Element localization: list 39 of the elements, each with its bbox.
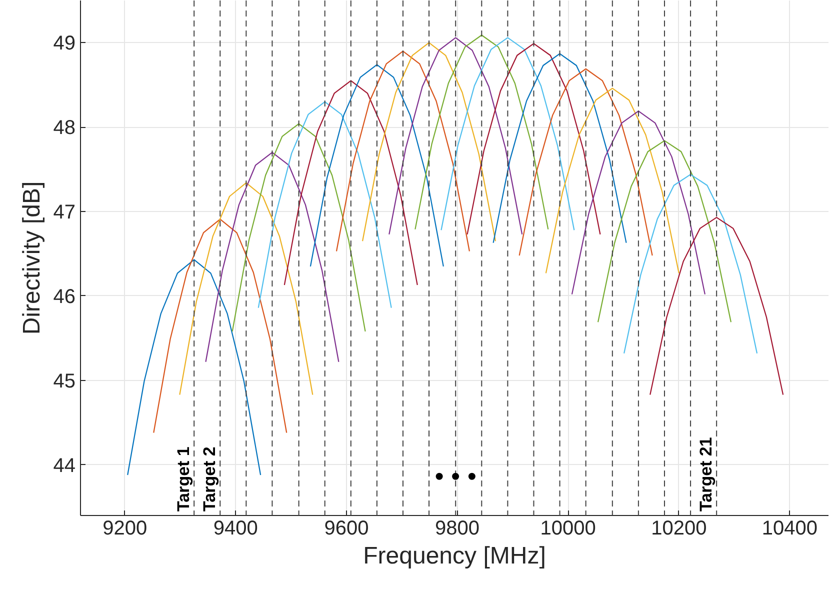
line-series — [336, 50, 470, 252]
y-tick-label: 44 — [53, 454, 76, 477]
ref-line-label: Target 2 — [200, 446, 220, 512]
line-series — [310, 64, 444, 267]
line-series — [623, 174, 758, 354]
line-series — [466, 43, 601, 235]
x-tick-label: 10400 — [762, 518, 818, 540]
y-tick-label: 49 — [53, 32, 76, 55]
line-series — [153, 218, 288, 434]
line-series — [650, 216, 784, 396]
line-series — [597, 140, 732, 323]
annotation: • • • — [434, 460, 476, 491]
line-series — [232, 123, 366, 332]
x-tick-label: 9200 — [102, 518, 148, 540]
line-series — [258, 101, 392, 308]
x-tick-label: 9800 — [435, 518, 480, 540]
ref-line-label: Target 21 — [696, 437, 716, 512]
x-axis-title: Frequency [MHz] — [363, 542, 546, 570]
x-tick-label: 9600 — [324, 518, 369, 540]
y-tick-label: 46 — [53, 286, 76, 308]
line-series — [440, 37, 575, 231]
y-tick-label: 47 — [53, 202, 76, 224]
line-series — [388, 37, 523, 235]
line-series — [284, 80, 418, 286]
x-tick-label: 10200 — [651, 518, 707, 540]
line-series — [545, 88, 680, 274]
line-series — [571, 110, 706, 295]
line-series — [414, 34, 549, 230]
x-tick-label: 9400 — [213, 518, 258, 540]
x-tick-label: 10000 — [540, 518, 596, 540]
y-tick-label: 45 — [53, 370, 76, 392]
y-axis-title: Directivity [dB] — [18, 181, 46, 335]
y-tick-label: 48 — [53, 117, 76, 140]
line-series — [492, 53, 627, 244]
line-series — [179, 182, 314, 396]
ref-line-label: Target 1 — [174, 446, 194, 512]
line-series — [205, 152, 340, 362]
line-series — [362, 42, 496, 242]
line-series — [518, 68, 653, 256]
